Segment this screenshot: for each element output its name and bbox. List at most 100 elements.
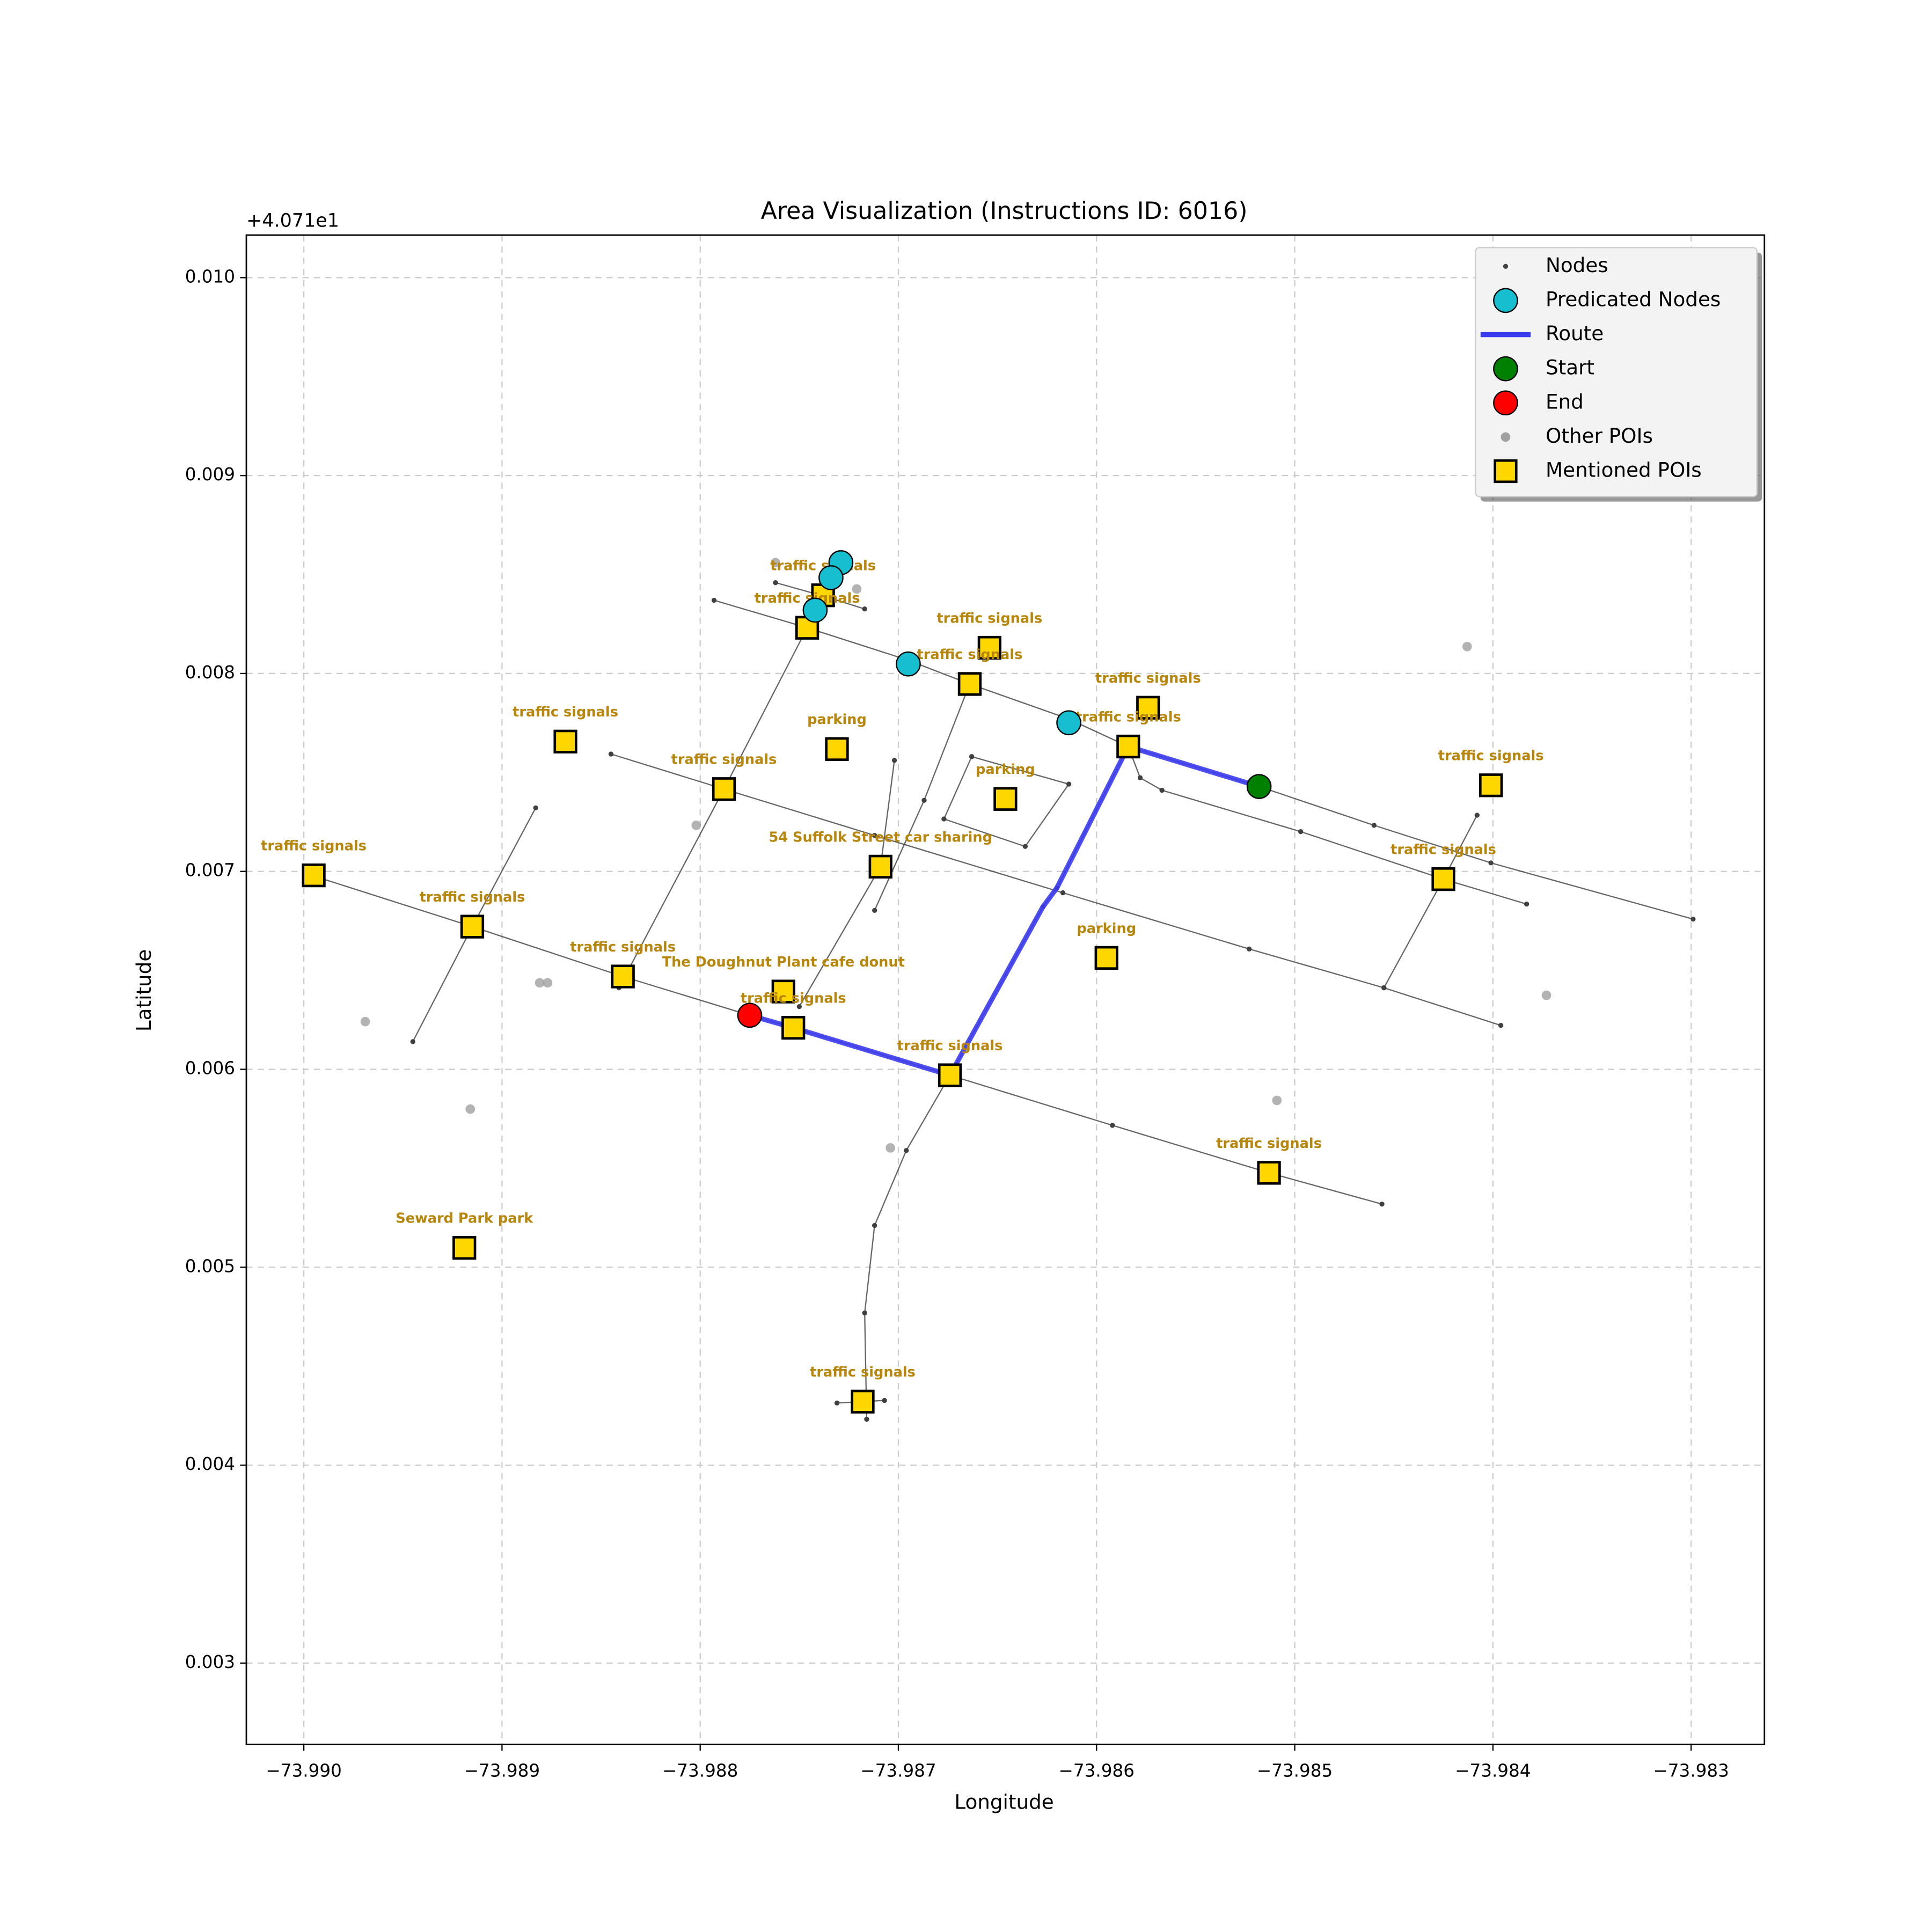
y-tick-label: 0.006 [185,1058,235,1079]
y-tick-label: 0.008 [185,662,235,683]
poi-label: traffic signals [1391,842,1496,858]
node [533,805,538,811]
mentioned-poi [712,777,736,801]
legend-box [1475,247,1758,497]
node [862,1310,867,1316]
poi-label: traffic signals [671,752,777,768]
x-tick-label: −73.983 [1653,1761,1729,1781]
legend-marker [1501,432,1511,442]
marker [737,1002,763,1028]
x-tick-label: −73.990 [266,1761,341,1781]
road [1128,746,1527,905]
node [608,751,614,757]
poi-label: 54 Suffolk Street car sharing [769,829,992,845]
legend-label: Start [1546,356,1594,379]
y-tick-label: 0.004 [185,1454,235,1474]
poi-label: traffic signals [1438,748,1544,764]
legend-label: Nodes [1546,253,1608,277]
marker [1246,774,1272,799]
legend: Nodes Predicated Nodes Route Start End Other … [1475,247,1762,502]
node [1137,775,1143,780]
node [1488,860,1494,866]
y-axis-label: Latitude [132,949,156,1031]
poi-label: traffic signals [1075,709,1181,725]
poi-label: parking [1077,920,1136,936]
poi-label: traffic signals [570,939,676,955]
legend-label: Other POIs [1546,424,1653,448]
mentioned-poi [611,964,635,989]
marker [802,597,828,623]
x-tick-label: −73.986 [1059,1761,1135,1781]
poi-label: traffic signals [1095,670,1201,686]
node [410,1039,415,1044]
mentioned-poi [851,1389,875,1414]
mentioned-poi [957,672,982,696]
other-poi [852,584,862,594]
legend-marker [1503,264,1509,269]
axes-frame [245,234,1766,1745]
plot-area: traffic signals traffic signals traffic si… [246,235,1765,1745]
x-tick-label: −73.987 [860,1761,936,1781]
poi-label: parking [807,712,867,728]
legend-marker [1494,459,1518,484]
node [891,758,897,763]
node [872,1223,877,1228]
legend-label: Predicated Nodes [1546,287,1721,311]
node [1381,985,1387,991]
node [864,1416,869,1422]
legend-marker [1493,288,1518,313]
poi-label: The Doughnut Plant cafe donut [662,954,905,970]
node [1246,946,1252,952]
mentioned-poi [993,787,1018,811]
node [1379,1202,1385,1207]
mentioned-poi [938,1063,962,1087]
node [1066,781,1072,787]
poi-label: traffic signals [741,990,846,1006]
mentioned-poi [868,854,892,879]
other-poi [691,820,701,830]
mentioned-poi [1136,696,1160,720]
node [1690,916,1696,922]
mentioned-poi [1431,867,1455,891]
y-tick-label: 0.007 [185,860,235,881]
mentioned-poi [553,729,577,753]
road [714,599,1694,920]
node [872,908,877,913]
node [1498,1022,1504,1028]
poi-label: traffic signals [1216,1136,1322,1152]
poi-label: traffic signals [936,610,1042,626]
legend-marker [1493,356,1518,382]
node [1474,813,1480,818]
legend-label: Route [1546,321,1604,345]
poi-label: traffic signals [513,704,618,720]
legend-marker [1493,390,1518,416]
y-tick-label: 0.009 [185,464,235,485]
marker [1056,710,1081,736]
x-tick-label: −73.989 [464,1761,540,1781]
x-tick-label: −73.984 [1455,1761,1531,1781]
node [834,1400,840,1406]
other-poi [535,978,545,988]
mentioned-poi [1116,734,1140,759]
mentioned-poi [452,1236,477,1260]
other-poi [885,1143,896,1153]
y-tick-label: 0.010 [185,266,235,287]
node [1524,901,1529,907]
other-poi [1462,641,1472,652]
node [941,816,947,822]
legend-label: Mentioned POIs [1546,458,1702,481]
node [882,1397,887,1403]
chart-title: Area Visualization (Instructions ID: 601… [761,197,1248,225]
legend-label: End [1546,390,1584,413]
mentioned-poi [1479,773,1503,797]
mentioned-poi [977,635,1001,660]
y-tick-label: 0.005 [185,1256,235,1276]
node [796,1004,802,1009]
other-poi [543,978,553,988]
node [921,797,927,803]
mentioned-poi [302,863,326,888]
y-offset-label: +4.071e1 [246,210,339,231]
other-poi [465,1104,475,1114]
other-poi [360,1016,370,1027]
